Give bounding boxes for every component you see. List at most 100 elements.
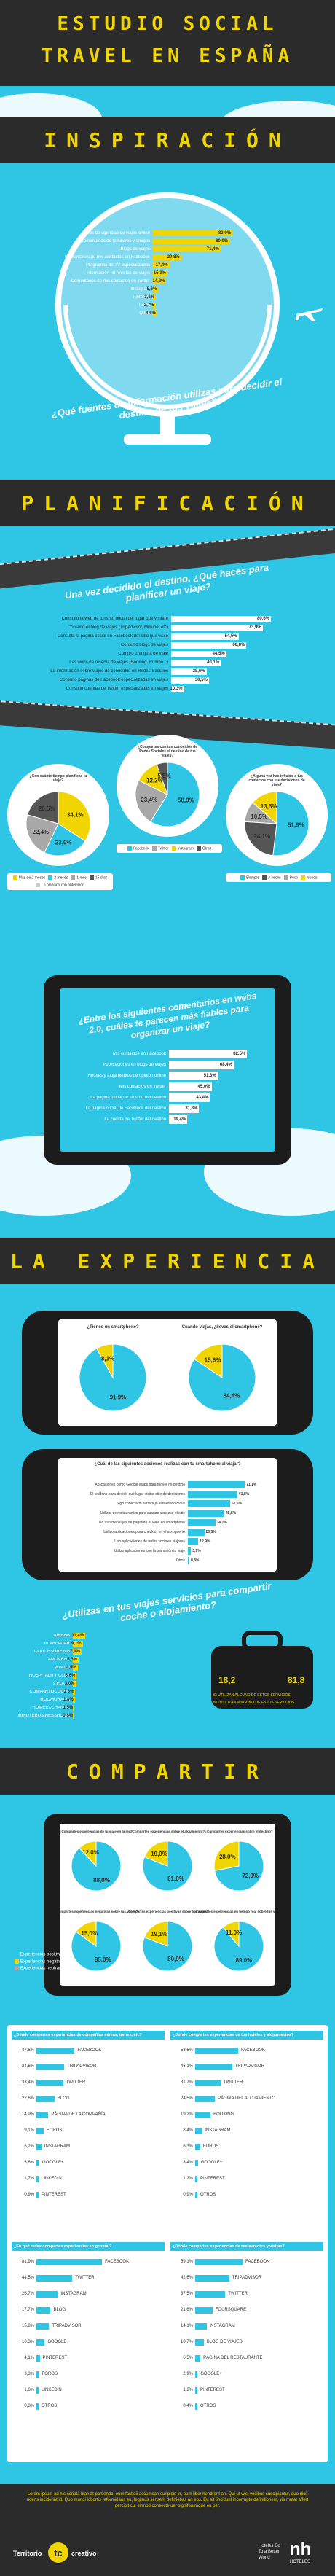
share-value: 34,6% — [21, 2064, 34, 2069]
bar-label: Otros — [139, 311, 150, 316]
bar-row: Uso aplicaciones de redes sociales viaje… — [64, 1537, 271, 1546]
compartir-pies: ¿Compartes experiencias de tu viaje en l… — [60, 1830, 275, 1972]
bar-label: Publicaciones en blogs de viajes — [103, 1062, 166, 1067]
bar-value: 45,5% — [226, 1510, 237, 1515]
legend-label: Otras — [202, 846, 212, 851]
bar-label: Consulto la página oficial en Facebook d… — [57, 634, 168, 639]
share-bar — [195, 2175, 197, 2182]
share-pie-title: ¿Compartes experiencias positivas sobre … — [126, 1910, 209, 1913]
share-value: 53,6% — [180, 2048, 193, 2053]
bar-label: Comentarios de mis contactos en Twitter — [71, 278, 150, 284]
bar: 80,9% — [153, 238, 230, 244]
share-value: 0,9% — [24, 2193, 34, 2197]
bar: 51,3% — [169, 1071, 218, 1080]
share-label: TRIPADVISOR — [52, 2324, 82, 2328]
share-value: 0,9% — [183, 2193, 193, 2197]
share-bar — [195, 2306, 213, 2314]
header-title-line2: TRAVEL EN ESPAÑA — [41, 45, 294, 67]
share-row: 37,5% TWITTER — [170, 2286, 323, 2302]
share-label: PÁGINA DEL RESTAURANTE — [203, 2356, 263, 2360]
bar-label: Instagram — [130, 286, 150, 292]
share-label: PÁGINA DEL ALOJAMIENTO — [217, 2096, 275, 2101]
legend-label: 1 mes — [76, 875, 87, 881]
share-bar — [195, 2047, 238, 2054]
tablet-screen: ¿Compartes experiencias de tu viaje en l… — [60, 1824, 275, 1986]
bar-value: 73,9% — [248, 625, 261, 630]
share-bar — [36, 2338, 45, 2346]
luggage-right-value: 81,8 — [288, 1675, 305, 1685]
bar-value: 34,1% — [216, 1520, 227, 1525]
bar-row: Pinterest 3,1% — [44, 293, 262, 301]
bar: 83,9% — [153, 230, 233, 236]
bar-label: Consulto el blog de viajes (TripAdvisor,… — [67, 625, 168, 630]
share-pie-title: ¿Compartes experiencias de tu viaje en l… — [60, 1830, 133, 1833]
share-pie-label: 85,0% — [95, 1956, 111, 1963]
share-row: 0,9% PINTEREST — [12, 2187, 165, 2203]
share-row: 46,1% TRIPADVISOR — [170, 2058, 323, 2075]
planning-pie-label: 10,5% — [251, 813, 267, 820]
bar-label: AIRBNB — [53, 1633, 70, 1638]
legend-label: Más de 2 meses — [18, 875, 46, 881]
bar: 1,5% — [63, 1704, 75, 1711]
bar-row: AIRBNB 11,4% — [15, 1631, 182, 1639]
planificacion-chart: Consulto la web de turismo oficial del l… — [18, 614, 310, 693]
share-bar — [36, 2079, 63, 2086]
smartphone-screen: ¿Tienes un smartphone? Cuando viajas, ¿l… — [58, 1319, 277, 1426]
pie-title: ¿Con cuánto tiempo planificas tu viaje? — [29, 774, 87, 783]
legend-label: Experiencias positivas — [20, 1952, 64, 1957]
legend-label: 2 meses — [54, 875, 68, 881]
share-label: INSTAGRAM — [209, 2324, 235, 2328]
bar-label: 9 FLATS — [52, 1681, 70, 1686]
bar-value: 1,5% — [63, 1705, 74, 1710]
share-pie-slice — [213, 1841, 240, 1871]
bar-row: Sigo conectado al trabajo el teléfono mó… — [64, 1499, 271, 1508]
bar-value: 14,2% — [152, 278, 165, 284]
bar — [188, 1509, 225, 1517]
bar: 5,6% — [147, 286, 159, 292]
planning-pie-slice — [252, 791, 277, 825]
bar-value: 2,7% — [143, 303, 154, 308]
bar-row: 9 FLATS 3,0% — [15, 1679, 182, 1687]
legend-label: Siempre — [245, 875, 260, 881]
legend-item: Experiencias negativas — [15, 1959, 73, 1964]
smartphone-pie-label: 15,6% — [205, 1357, 221, 1364]
bar-label: HOMEEXCHANGE — [32, 1705, 70, 1710]
bar-row: Compro una guía de viaje 44,5% — [18, 649, 310, 658]
share-label: TWITTER — [74, 2276, 95, 2280]
bar: 82,5% — [169, 1049, 248, 1058]
bar-row: Publicaciones en blogs de viajes 68,4% — [67, 1059, 271, 1070]
share-pie-title: ¿Compartes experiencias sobre el destino… — [205, 1830, 273, 1833]
planning-pie-label: 23,4% — [141, 797, 157, 803]
bar: 68,4% — [169, 1060, 234, 1069]
share-table: ¿En qué redes compartes experiencias en … — [12, 2242, 165, 2414]
share-row: 6,5% PÁGINA DEL RESTAURANTE — [170, 2350, 323, 2366]
bar-label: Programas de TV especializados — [86, 262, 150, 268]
compartir-banner: COMPARTIR — [0, 1748, 335, 1795]
bar-value: 80,6% — [257, 617, 270, 621]
share-row: 34,6% TRIPADVISOR — [12, 2058, 165, 2075]
bar-row: Hoteles y alojamientos de opinión online… — [67, 1070, 271, 1081]
legend-swatch — [15, 1959, 19, 1964]
smartphone-pie-label: 91,9% — [110, 1394, 127, 1401]
compartir-tables: ¿Dónde compartes experiencias de compañí… — [7, 2025, 328, 2462]
share-value: 19,2% — [180, 2112, 193, 2117]
legend-swatch — [89, 875, 94, 880]
bar-value: 54,5% — [224, 634, 237, 639]
bar-label: Aplicaciones como Google Maps para mover… — [95, 1482, 185, 1487]
tc-logo-icon: tc — [48, 2542, 68, 2563]
bar: 28,6% — [171, 668, 207, 675]
smartphone-screen: ¿Cuál de las siguientes acciones realiza… — [58, 1458, 277, 1572]
bar-row: ROOMORAMA 1,8% — [15, 1695, 182, 1703]
airplane-icon — [296, 308, 323, 321]
bar-row: Programas de TV especializados 17,4% — [44, 261, 262, 269]
share-value: 42,6% — [180, 2276, 193, 2280]
planning-pie-label: 22,4% — [33, 829, 50, 835]
share-bar — [195, 2386, 197, 2394]
share-bar — [195, 2322, 207, 2330]
share-bar — [36, 2370, 39, 2378]
planning-pie-slice — [272, 791, 310, 856]
share-label: BLOG — [53, 2308, 66, 2312]
bar: 80,6% — [171, 615, 272, 622]
share-row: 24,5% PÁGINA DEL ALOJAMIENTO — [170, 2091, 323, 2107]
share-bar — [195, 2258, 243, 2265]
